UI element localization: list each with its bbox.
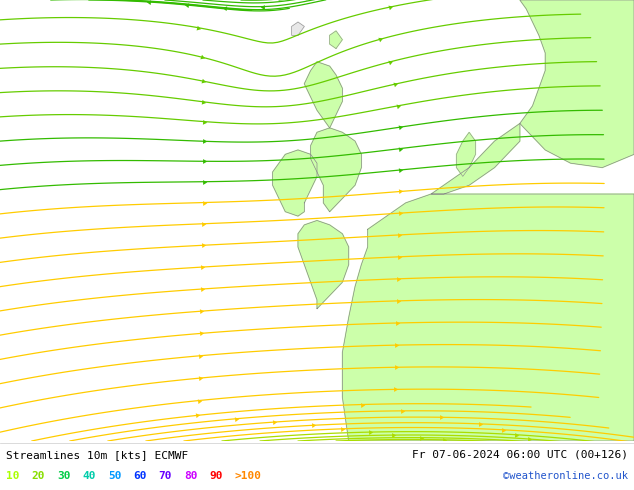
- Text: 90: 90: [209, 471, 223, 481]
- Polygon shape: [520, 0, 634, 168]
- Text: >100: >100: [235, 471, 262, 481]
- Polygon shape: [298, 220, 349, 309]
- Text: 10: 10: [6, 471, 20, 481]
- Text: 80: 80: [184, 471, 197, 481]
- Text: 20: 20: [32, 471, 45, 481]
- Polygon shape: [342, 123, 634, 441]
- Polygon shape: [273, 150, 317, 216]
- Polygon shape: [311, 128, 361, 212]
- Text: 60: 60: [133, 471, 146, 481]
- Text: 30: 30: [57, 471, 70, 481]
- Polygon shape: [456, 132, 476, 176]
- Text: 40: 40: [82, 471, 96, 481]
- Polygon shape: [292, 22, 304, 35]
- Polygon shape: [304, 62, 342, 128]
- Text: 50: 50: [108, 471, 121, 481]
- Text: 70: 70: [158, 471, 172, 481]
- Text: Streamlines 10m [kts] ECMWF: Streamlines 10m [kts] ECMWF: [6, 450, 188, 460]
- Text: Fr 07-06-2024 06:00 UTC (00+126): Fr 07-06-2024 06:00 UTC (00+126): [411, 450, 628, 460]
- Polygon shape: [330, 31, 342, 49]
- Text: ©weatheronline.co.uk: ©weatheronline.co.uk: [503, 471, 628, 481]
